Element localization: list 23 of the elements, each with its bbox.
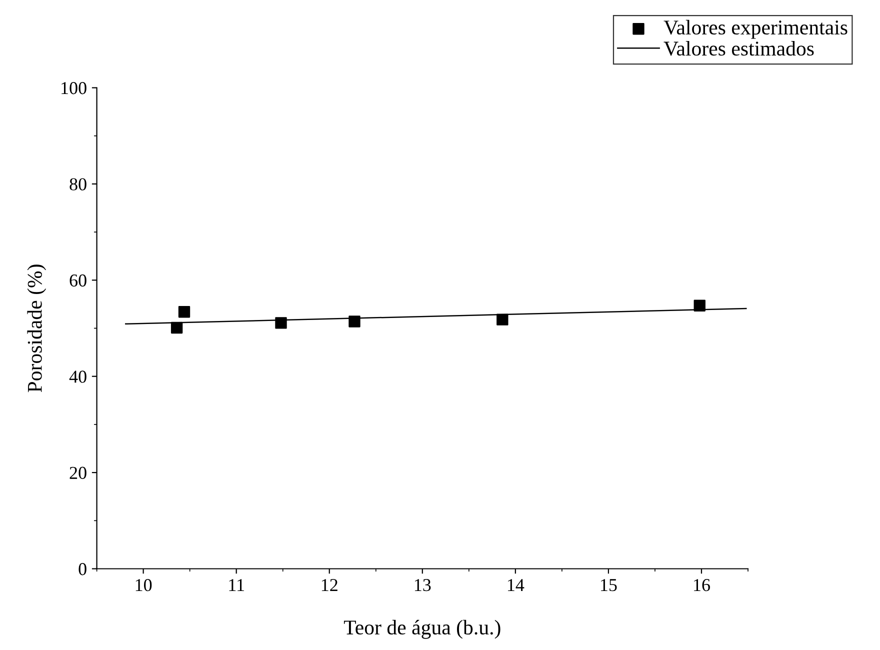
y-tick-label: 80 [70, 178, 86, 190]
y-axis-title: Porosidade (%) [27, 264, 46, 392]
point [178, 306, 190, 318]
y-tick-label: 100 [62, 82, 86, 94]
x-tick-label: 14 [508, 579, 524, 591]
x-tick-label: 15 [601, 579, 617, 592]
legend-label: Valores experimentais [664, 20, 848, 39]
y-tick-label: 60 [70, 274, 86, 287]
point [694, 300, 706, 312]
y-tick-label: 0 [78, 563, 86, 576]
point [348, 316, 360, 328]
x-tick-label: 16 [694, 579, 710, 592]
point [275, 317, 287, 329]
point [496, 314, 508, 326]
y-tick-label: 40 [69, 370, 86, 383]
x-tick-label: 11 [229, 579, 244, 591]
point [170, 322, 183, 334]
x-tick-label: 12 [322, 579, 338, 591]
x-tick-label: 10 [136, 578, 152, 592]
y-tick-label: 20 [70, 466, 86, 479]
x-tick-label: 13 [414, 579, 431, 592]
x-axis-title: Teor de água (b.u.) [344, 620, 500, 639]
legend-label: Valores estimados [664, 40, 814, 56]
